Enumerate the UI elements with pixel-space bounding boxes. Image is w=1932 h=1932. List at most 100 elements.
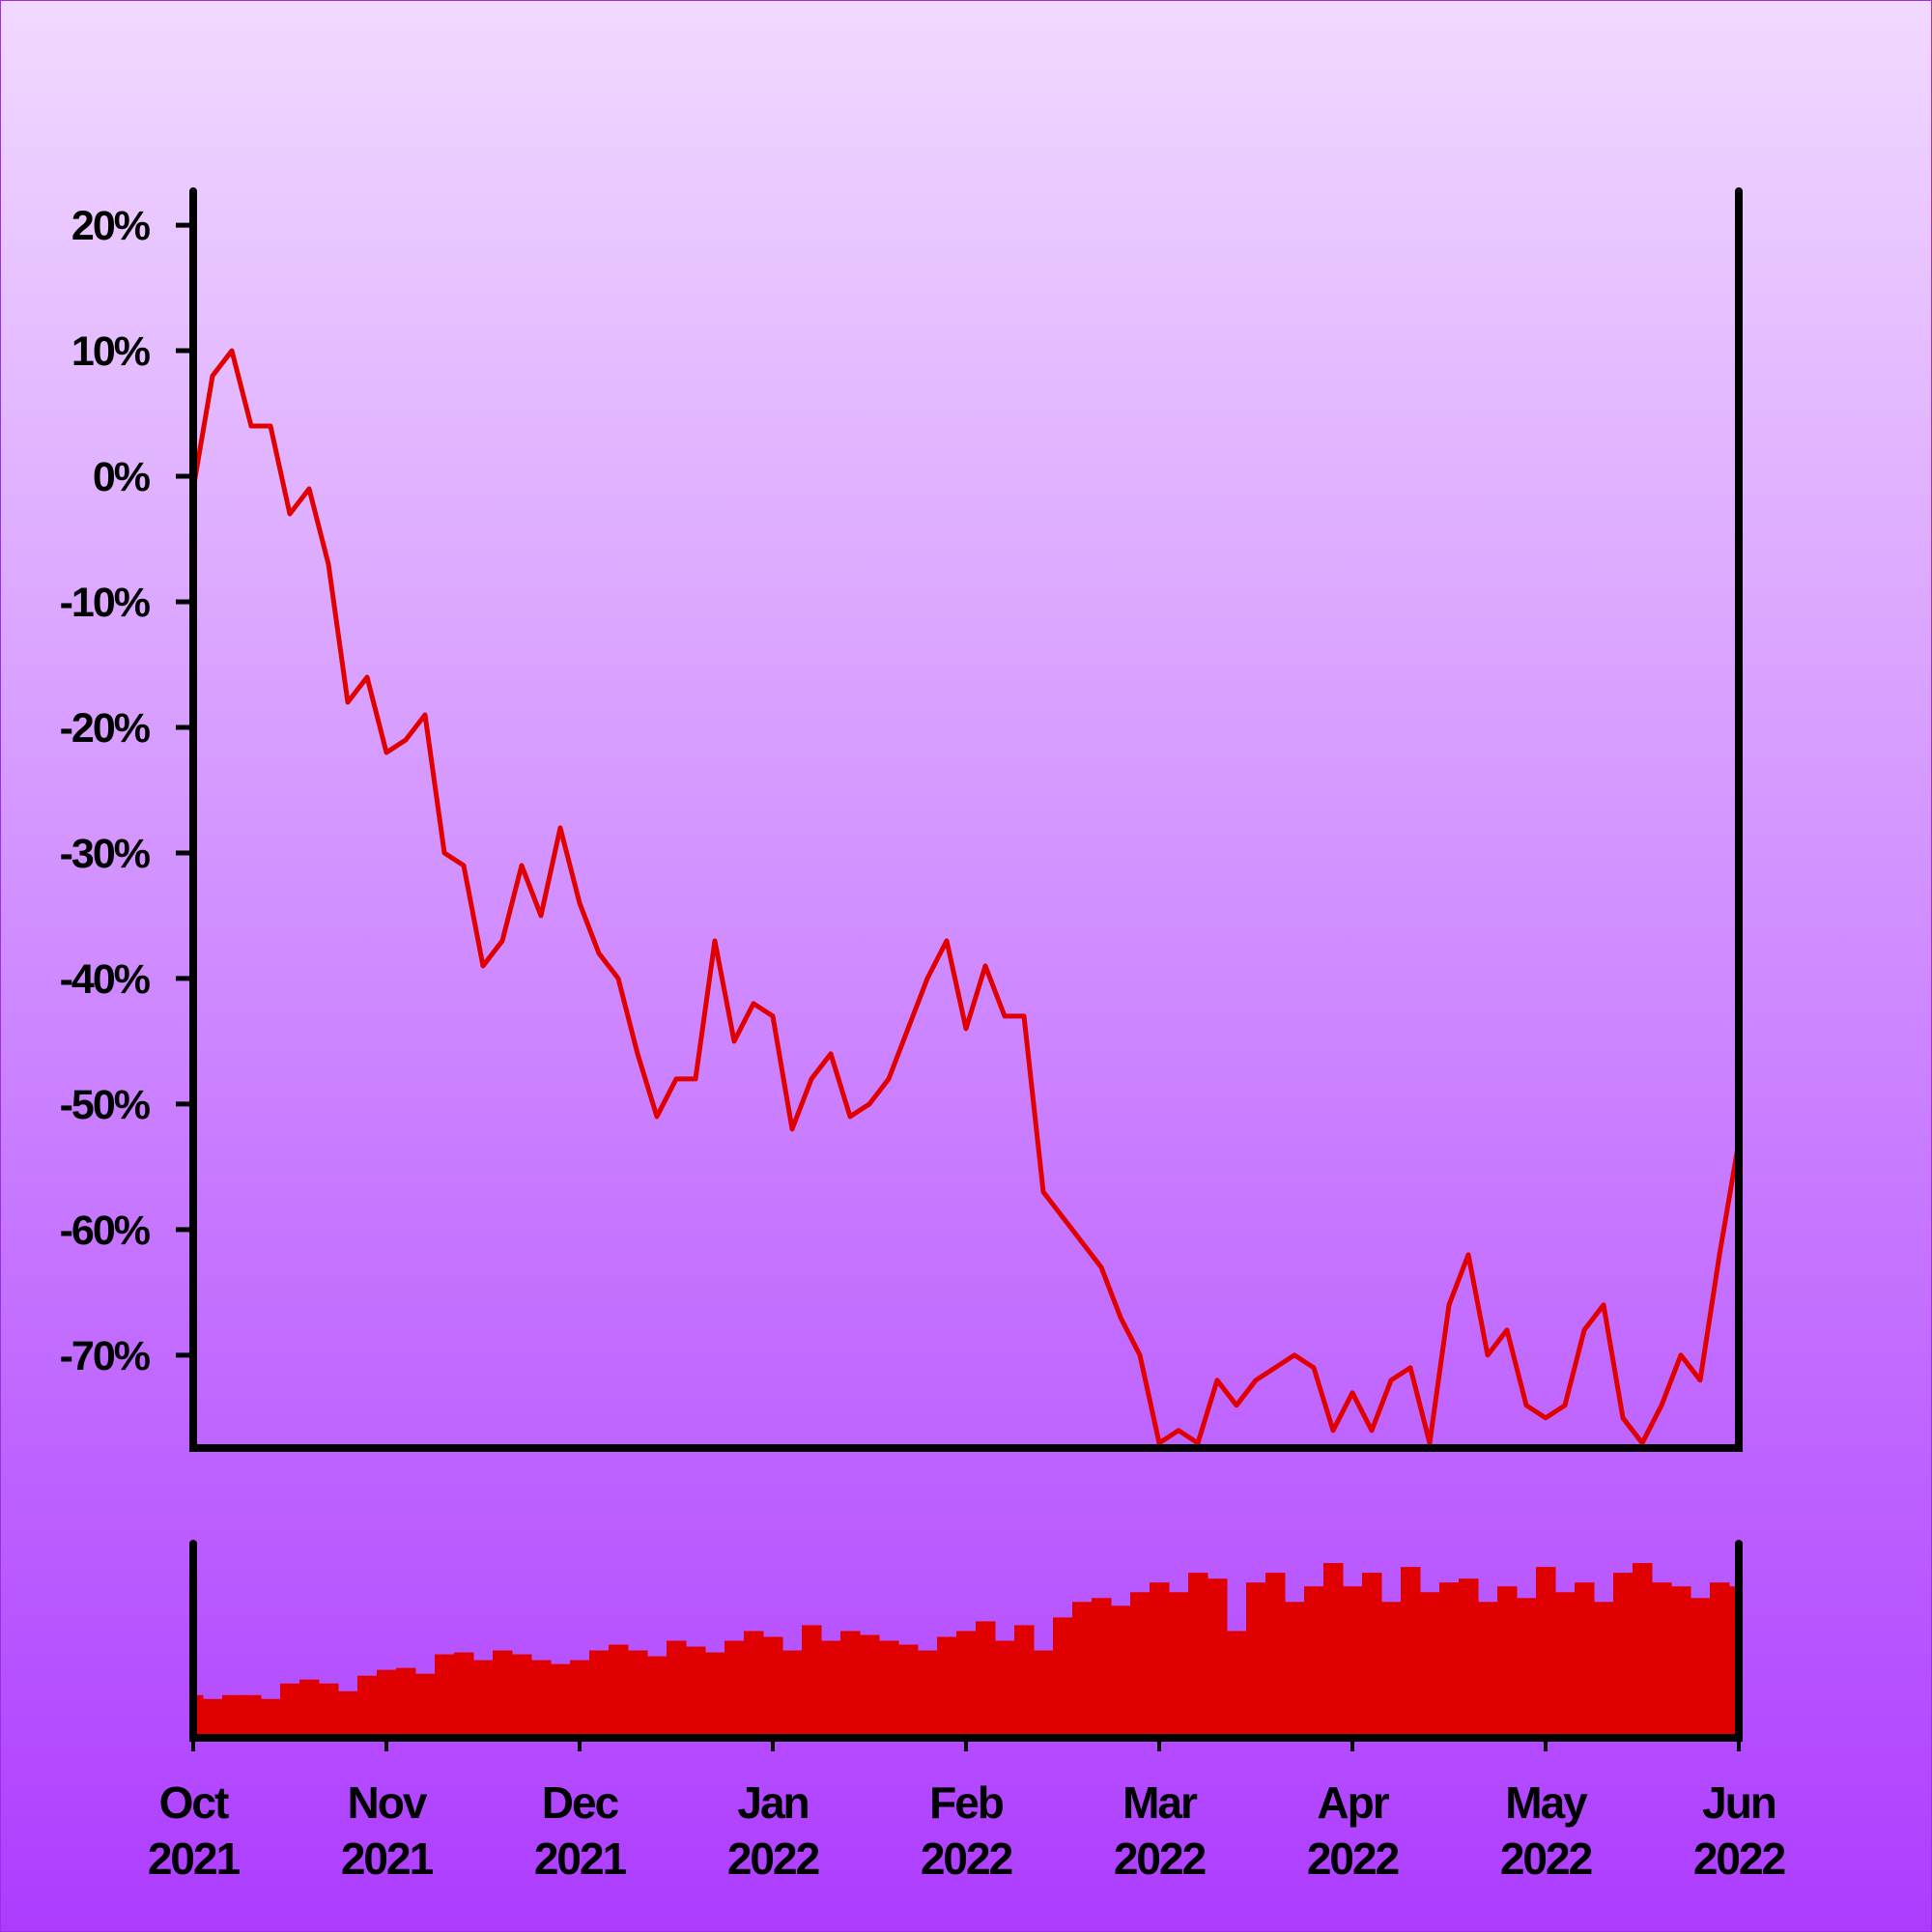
bar xyxy=(802,1625,822,1738)
bar xyxy=(976,1621,996,1738)
bar xyxy=(1459,1578,1479,1738)
bar xyxy=(1420,1592,1440,1738)
bar xyxy=(1381,1602,1402,1738)
bar xyxy=(1053,1617,1073,1738)
bar xyxy=(1652,1582,1672,1738)
bar xyxy=(203,1698,223,1738)
y-tick-label: -50% xyxy=(60,1082,151,1128)
bar xyxy=(1188,1573,1208,1738)
bar xyxy=(1478,1602,1498,1738)
line-group xyxy=(190,348,1742,1446)
bar xyxy=(609,1644,629,1738)
bar xyxy=(1439,1582,1460,1738)
bar xyxy=(724,1640,745,1738)
bar xyxy=(1497,1586,1518,1738)
y-tick-label: -30% xyxy=(60,831,151,877)
bar xyxy=(1613,1573,1634,1738)
bar xyxy=(319,1683,339,1738)
bar xyxy=(1285,1602,1305,1738)
bar xyxy=(1265,1573,1286,1738)
bar xyxy=(454,1652,474,1738)
x-tick-label: Feb 2022 xyxy=(921,1777,1012,1884)
bar xyxy=(1517,1598,1537,1738)
bar xyxy=(1575,1582,1595,1738)
bar xyxy=(1150,1582,1170,1738)
bar xyxy=(1304,1586,1324,1738)
bar xyxy=(242,1694,262,1738)
bar xyxy=(1092,1598,1112,1738)
bar xyxy=(280,1683,300,1738)
volume-bars xyxy=(193,1563,1739,1738)
bar xyxy=(956,1631,977,1738)
bar xyxy=(1671,1586,1691,1738)
bar xyxy=(840,1631,861,1738)
bar xyxy=(1536,1567,1556,1738)
bar xyxy=(1034,1650,1054,1738)
bar xyxy=(821,1640,841,1738)
bar xyxy=(338,1690,358,1738)
x-tick-label: Nov 2021 xyxy=(341,1777,434,1884)
bar xyxy=(763,1636,783,1738)
bar xyxy=(531,1660,552,1738)
y-tick-label: -40% xyxy=(60,956,151,1003)
bar xyxy=(879,1640,899,1738)
line xyxy=(190,348,1742,1446)
bar xyxy=(377,1669,397,1738)
bar xyxy=(1729,1586,1739,1738)
bar xyxy=(686,1646,706,1738)
x-tick-label: Jan 2022 xyxy=(727,1777,819,1884)
bar xyxy=(570,1660,590,1738)
plot-layer: 20% 10% 0% -10% -20% -30% -40% -50% -60% -70% Oct 2… xyxy=(60,187,1787,1884)
bar xyxy=(647,1656,668,1738)
bar xyxy=(1401,1567,1421,1738)
y-tick-label: -10% xyxy=(60,580,151,626)
bar xyxy=(1208,1578,1228,1738)
bar xyxy=(744,1631,764,1738)
bar xyxy=(551,1663,571,1738)
bar xyxy=(1555,1592,1576,1738)
bar xyxy=(1072,1602,1093,1738)
y-tick-label: 10% xyxy=(71,328,151,375)
bar xyxy=(589,1650,610,1738)
bar xyxy=(667,1640,687,1738)
bar xyxy=(1169,1592,1189,1738)
bar xyxy=(299,1679,320,1738)
volume-axes xyxy=(189,1540,1743,1742)
bar xyxy=(493,1650,513,1738)
x-tick-label: Oct 2021 xyxy=(148,1777,241,1884)
bar xyxy=(1690,1598,1711,1738)
bar xyxy=(396,1667,416,1738)
bar xyxy=(918,1650,938,1738)
bar xyxy=(1710,1582,1730,1738)
x-tick-label: Jun 2022 xyxy=(1693,1777,1785,1884)
bar xyxy=(473,1660,494,1738)
bar xyxy=(1362,1573,1382,1738)
y-tick-label: 0% xyxy=(93,454,151,500)
x-tick-label: May 2022 xyxy=(1500,1777,1592,1884)
bar xyxy=(222,1694,242,1738)
bar xyxy=(1246,1582,1266,1738)
bar xyxy=(1594,1602,1614,1738)
bar xyxy=(261,1698,281,1738)
bar xyxy=(860,1634,880,1738)
bar xyxy=(1633,1563,1653,1738)
bar xyxy=(898,1644,919,1738)
bar xyxy=(435,1654,455,1738)
bar xyxy=(995,1640,1015,1738)
bar xyxy=(1227,1631,1247,1738)
x-tick-label: Mar 2022 xyxy=(1114,1777,1206,1884)
bar xyxy=(415,1673,436,1738)
bar xyxy=(1111,1605,1131,1738)
y-tick-label: -60% xyxy=(60,1208,151,1254)
bar xyxy=(1130,1592,1151,1738)
bar xyxy=(193,1694,204,1738)
bar xyxy=(357,1675,378,1738)
x-tick-label: Dec 2021 xyxy=(534,1777,627,1884)
bar xyxy=(628,1650,648,1738)
y-tick-label: -20% xyxy=(60,705,151,752)
y-tick-label: -70% xyxy=(60,1333,151,1379)
main-axes xyxy=(189,187,1743,1452)
bar xyxy=(1014,1625,1035,1738)
bar xyxy=(937,1636,957,1738)
